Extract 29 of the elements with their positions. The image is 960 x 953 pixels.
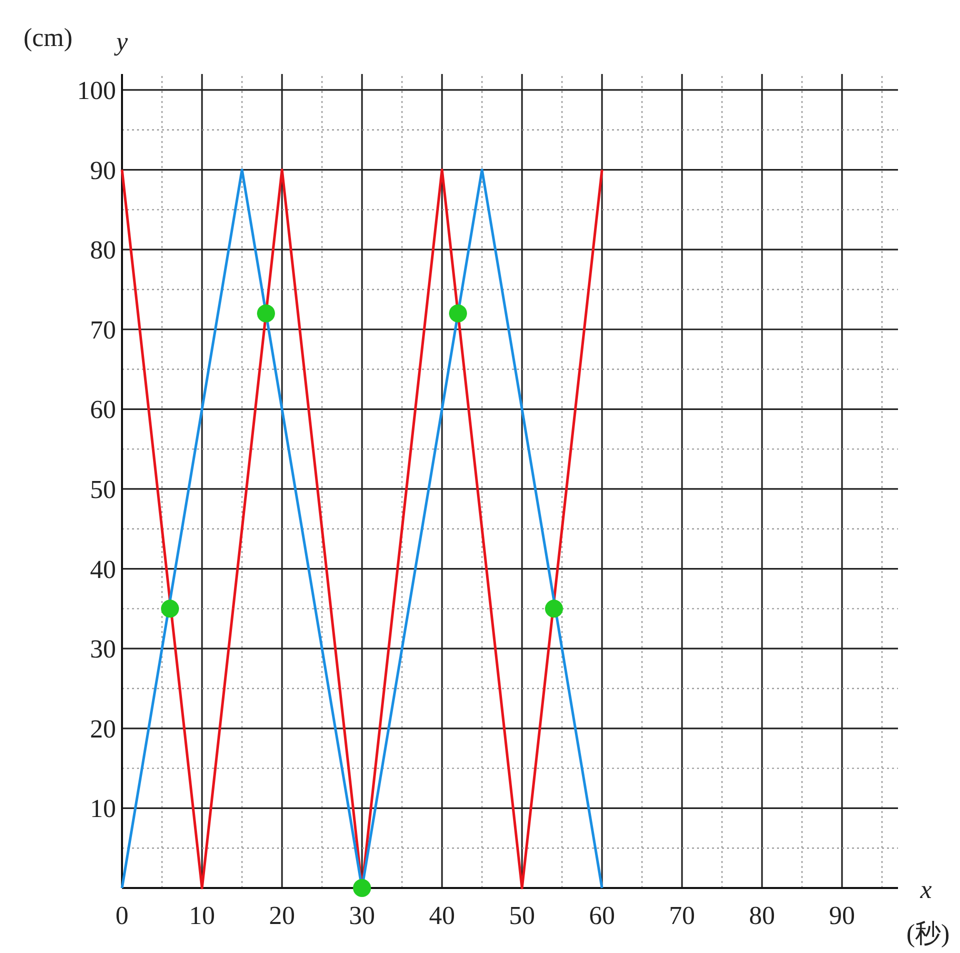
x-tick-label: 10 <box>189 901 215 930</box>
point <box>353 879 371 897</box>
text: (cm) <box>23 23 73 52</box>
point <box>545 600 563 618</box>
x-tick-label: 90 <box>829 901 855 930</box>
x-tick-label: 70 <box>669 901 695 930</box>
y-tick-label: 10 <box>90 794 116 824</box>
x-tick-label: 80 <box>749 901 775 930</box>
x-tick-label: 60 <box>589 901 615 930</box>
y-tick-label: 40 <box>90 554 116 584</box>
y-tick-label: 70 <box>90 315 116 344</box>
x-tick-label: 20 <box>269 901 295 930</box>
x-tick-label: 0 <box>116 901 128 930</box>
point <box>449 304 467 322</box>
y-tick-label: 80 <box>90 236 116 265</box>
x-tick-label: 30 <box>349 901 375 930</box>
x-tick-label: 40 <box>429 901 455 930</box>
text: (秒) <box>906 919 950 948</box>
point <box>257 304 275 322</box>
y-tick-label: 90 <box>90 156 116 185</box>
y-tick-label: 50 <box>90 474 116 504</box>
y-axis-title: y <box>113 27 128 56</box>
y-tick-label: 60 <box>90 395 116 424</box>
y-tick-label: 100 <box>77 76 116 105</box>
y-tick-label: 30 <box>90 634 116 664</box>
x-tick-label: 50 <box>509 901 535 930</box>
point <box>161 600 179 618</box>
y-tick-label: 20 <box>90 714 116 744</box>
x-axis-title: x <box>919 875 932 904</box>
